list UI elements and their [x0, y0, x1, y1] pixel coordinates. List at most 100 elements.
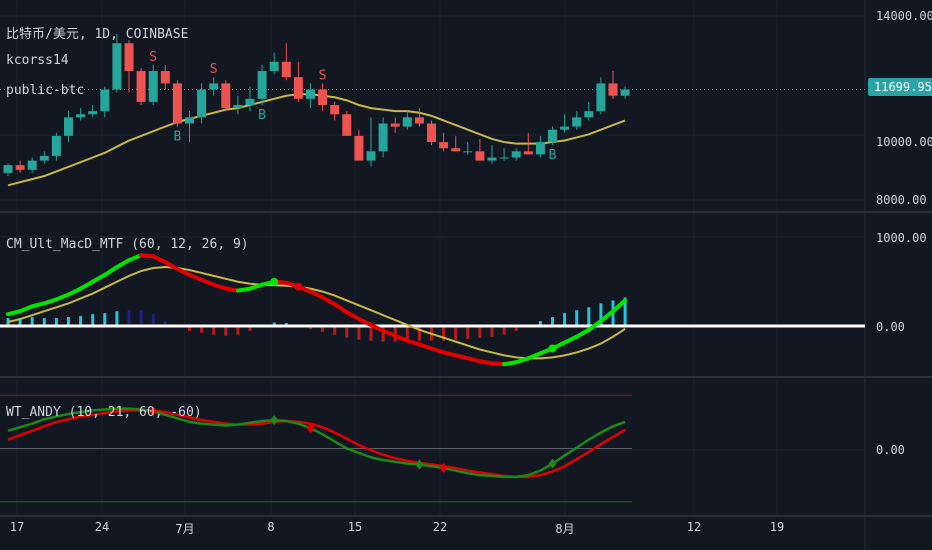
- macd-line-segment: [356, 317, 373, 327]
- macd-line-segment: [393, 333, 410, 343]
- macd-line-segment: [369, 322, 386, 333]
- macd-pane-label[interactable]: CM_Ult_MacD_MTF (60, 12, 26, 9): [6, 237, 249, 252]
- macd-histogram-bar: [30, 317, 34, 326]
- macd-histogram-bar: [248, 325, 252, 331]
- candle-body: [100, 89, 110, 112]
- macd-histogram-bar: [18, 318, 22, 326]
- macd-cross-marker: [270, 277, 279, 286]
- macd-line-segment: [611, 298, 628, 314]
- macd-line-segment: [90, 272, 107, 284]
- macd-histogram-bar: [42, 318, 46, 326]
- candle-body: [572, 117, 582, 127]
- macd-line-segment: [78, 279, 95, 291]
- x-tick-17: 17: [9, 520, 25, 534]
- candle-body: [463, 151, 473, 153]
- macd-cross-marker: [294, 282, 303, 291]
- macd-histogram-bar: [236, 325, 240, 335]
- candle-body: [245, 98, 255, 105]
- macd-histogram-bar: [79, 316, 83, 326]
- macd-histogram-bar: [139, 310, 143, 326]
- candle-body: [124, 43, 134, 72]
- macd-line-segment: [417, 342, 434, 351]
- candle-body: [535, 142, 545, 155]
- buy-signal-label: B: [549, 148, 557, 163]
- wt-pane-label[interactable]: WT_ANDY (10, 21, 60, -60): [6, 405, 202, 420]
- candle-body: [306, 89, 315, 99]
- macd-histogram-bar: [224, 325, 228, 336]
- candle-body: [318, 89, 328, 105]
- macd-histogram-bar: [188, 325, 191, 331]
- macd-line-segment: [502, 360, 519, 367]
- macd-histogram-bar: [369, 325, 373, 341]
- wt1-line: [7, 407, 626, 479]
- macd-histogram-bar: [442, 325, 446, 341]
- candle-body: [15, 165, 25, 170]
- macd-histogram-bar: [272, 322, 276, 326]
- macd-histogram-bar: [575, 310, 579, 326]
- macd-line-segment: [514, 356, 531, 365]
- candle-body: [88, 111, 98, 115]
- wt-cross-marker: [439, 463, 448, 474]
- macd-histogram-bar: [502, 325, 506, 335]
- macd-line-segment: [465, 356, 482, 364]
- candle-body: [402, 117, 412, 127]
- macd-histogram-bar: [321, 325, 325, 332]
- macd-histogram-bar: [381, 325, 385, 342]
- sell-signal-label: S: [210, 62, 218, 77]
- candle-body: [354, 135, 364, 161]
- macd-histogram-bar: [103, 313, 107, 326]
- symbol-title[interactable]: 比特币/美元, 1D, COINBASE: [6, 27, 189, 42]
- candle-body: [523, 151, 533, 155]
- macd-line-segment: [18, 304, 35, 314]
- macd-line-segment: [586, 319, 603, 332]
- indicator-kcorss14[interactable]: kcorss14: [6, 53, 69, 68]
- x-tick-22: 22: [432, 520, 448, 534]
- macd-line-segment: [332, 302, 349, 315]
- candle-body: [608, 83, 618, 96]
- macd-line-segment: [405, 338, 422, 347]
- macd-histogram-bar: [357, 325, 361, 340]
- macd-histogram-bar: [151, 314, 155, 326]
- macd-histogram-bar: [454, 325, 458, 340]
- macd-histogram-bar: [538, 321, 542, 326]
- macd-histogram-bar: [490, 325, 494, 337]
- macd-histogram-bar: [91, 314, 95, 326]
- candle-body: [366, 151, 376, 161]
- macd-line-segment: [235, 286, 252, 293]
- macd-histogram-bar: [599, 303, 603, 326]
- macd-line-segment: [42, 297, 59, 306]
- candle-body: [511, 151, 521, 158]
- macd-line-segment: [139, 253, 156, 259]
- candle-body: [3, 165, 13, 173]
- x-tick-12: 12: [686, 520, 702, 534]
- macd-histogram-bar: [551, 317, 554, 326]
- macd-line-segment: [223, 286, 240, 293]
- buy-signal-label: B: [258, 108, 266, 123]
- candle-body: [620, 89, 630, 96]
- candle-body: [451, 148, 461, 152]
- candle-body: [427, 123, 436, 143]
- price-tick-8000: 8000.00: [876, 193, 927, 207]
- candle-body: [209, 83, 219, 90]
- macd-histogram-bar: [115, 311, 119, 326]
- candle-body: [76, 114, 86, 118]
- macd-line-segment: [30, 301, 47, 309]
- macd-line-segment: [102, 265, 119, 277]
- candle-body: [548, 129, 557, 143]
- macd-line-segment: [574, 327, 591, 339]
- price-ma-line: [7, 93, 626, 187]
- macd-line-segment: [598, 309, 615, 324]
- indicator-public-btc[interactable]: public-btc: [6, 83, 85, 98]
- candle-body: [439, 142, 449, 149]
- macd-signal-line: [7, 266, 626, 360]
- candle-body: [390, 123, 400, 127]
- candle-body: [281, 61, 291, 78]
- macd-histogram-bar: [54, 318, 58, 326]
- wt-pane: [0, 394, 632, 503]
- macd-histogram-bar: [514, 325, 518, 331]
- candle-body: [136, 71, 146, 102]
- macd-histogram-bar: [333, 325, 337, 335]
- macd-line-segment: [66, 286, 83, 297]
- candle-body: [148, 71, 158, 102]
